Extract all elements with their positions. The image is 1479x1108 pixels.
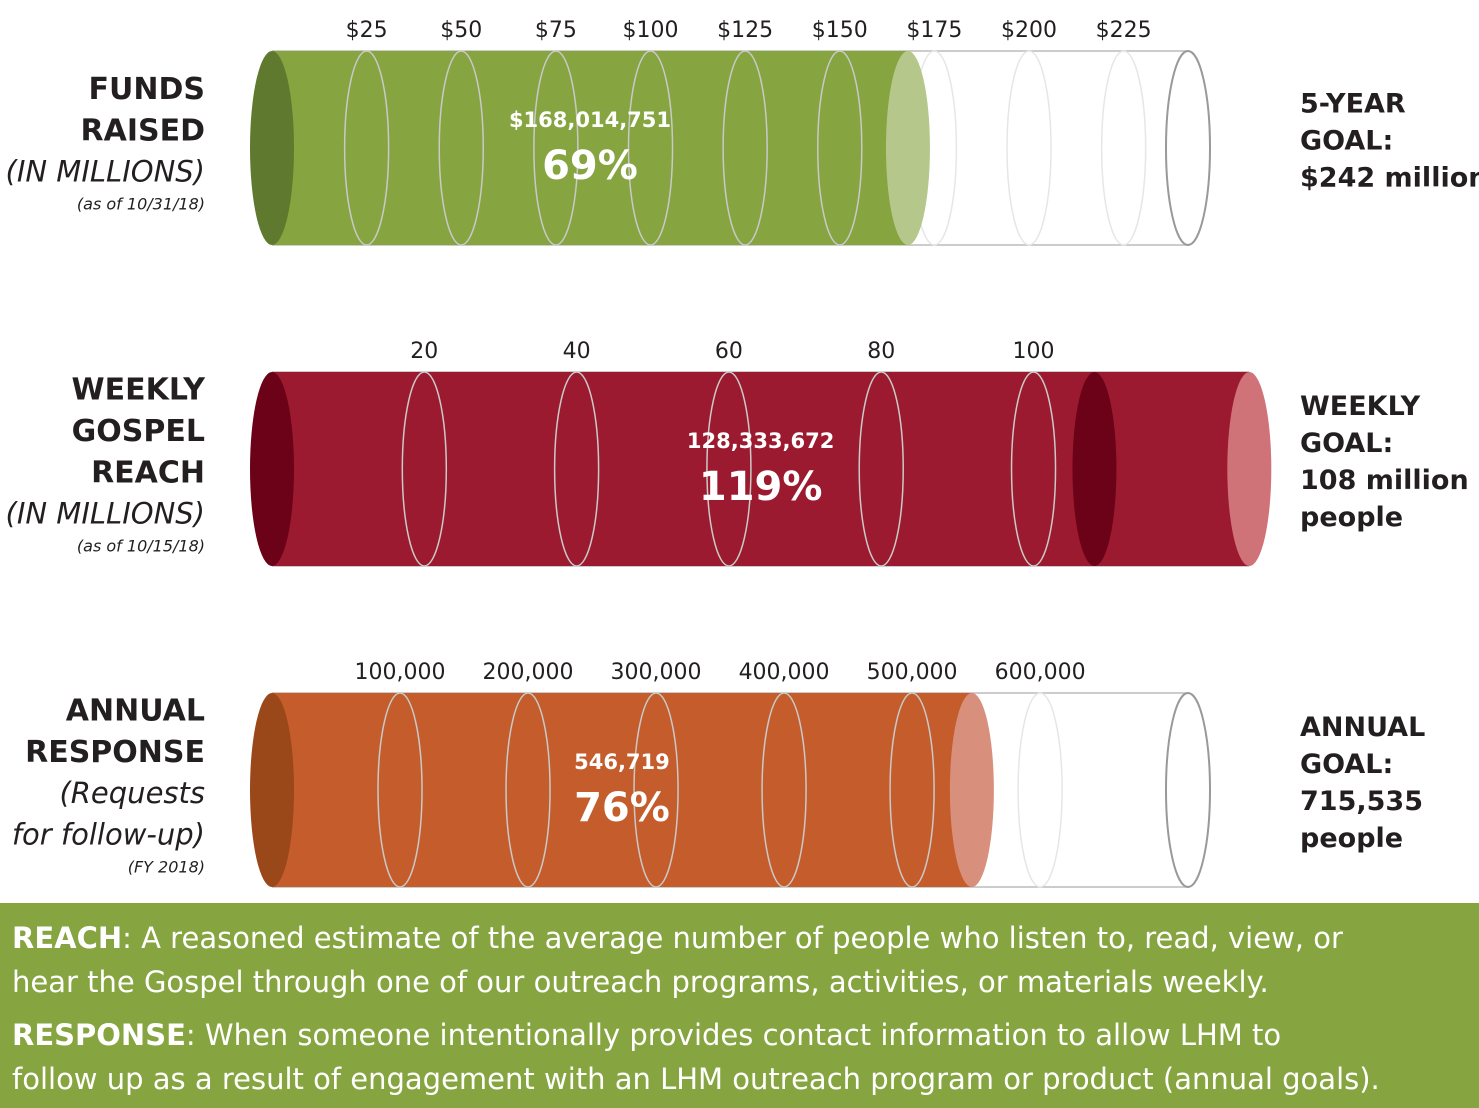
percent-label: 69% [542,143,638,189]
tick-ring [633,692,679,888]
tick-label: $100 [623,18,679,43]
start-cap [250,51,294,245]
goal-ring [1165,692,1211,888]
row-subtitle: (IN MILLIONS) [6,496,205,530]
tick-label: $225 [1096,18,1152,43]
tick-ring [889,692,935,888]
goal-text: GOAL: [1300,428,1393,459]
definition-text: : When someone intentionally provides co… [186,1018,1281,1052]
definition-term: RESPONSE [12,1018,186,1052]
goal-ring [1165,50,1211,246]
row-title: RAISED [81,114,205,149]
tick-ring [553,371,600,567]
row-title: ANNUAL [66,693,205,728]
row-note: (FY 2018) [128,857,205,876]
tick-ring [438,50,485,246]
tick-ring [1006,50,1052,246]
value-cap [949,693,994,887]
row-title: RESPONSE [25,735,205,770]
value-label: 546,719 [574,750,670,774]
tick-ring [505,692,551,888]
tick-ring [1100,50,1147,246]
tick-label: 20 [410,339,438,364]
row-note: (as of 10/15/18) [77,536,205,555]
tick-label: 400,000 [739,660,830,685]
goal-text: 5-YEAR [1300,89,1406,120]
row-subtitle: (IN MILLIONS) [6,155,205,189]
definition-term: REACH [12,921,122,955]
goal-text: people [1300,823,1403,854]
tick-ring [706,371,752,567]
tick-ring [401,371,448,567]
row-title: GOSPEL [72,414,205,449]
goal-text: $242 million [1300,163,1479,194]
definition-text: follow up as a result of engagement with… [12,1062,1380,1096]
definition-text: hear the Gospel through one of our outre… [12,965,1269,999]
value-label: $168,014,751 [509,108,671,132]
tick-label: 80 [867,339,895,364]
row-subtitle: (Requests [59,776,205,810]
tick-ring [817,50,863,246]
goal-text: GOAL: [1300,126,1393,157]
goal-text: people [1300,502,1403,533]
tick-ring [858,371,904,567]
definition-line: follow up as a result of engagement with… [12,1062,1380,1096]
value-cap [1227,372,1272,566]
definition-text: : A reasoned estimate of the average num… [122,921,1343,955]
definition-line: hear the Gospel through one of our outre… [12,965,1269,999]
row-subtitle: for follow-up) [12,817,205,851]
value-label: 128,333,672 [687,429,834,453]
row-title: WEEKLY [72,372,207,407]
tick-label: 100 [1013,339,1055,364]
tick-label: $50 [440,18,482,43]
percent-label: 76% [574,785,670,831]
tick-ring [343,50,390,246]
progress-bar [272,693,972,887]
row-note: (as of 10/31/18) [77,195,205,214]
goal-text: GOAL: [1300,749,1393,780]
start-cap [250,372,294,566]
tick-label: $175 [906,18,962,43]
progress-bar [272,51,908,245]
tick-label: $25 [346,18,388,43]
tick-label: 300,000 [611,660,702,685]
definition-line: REACH: A reasoned estimate of the averag… [12,921,1343,955]
goal-text: WEEKLY [1300,391,1421,422]
tick-ring [377,692,423,888]
tick-ring [1010,371,1057,567]
tick-label: 200,000 [483,660,574,685]
goal-text: 108 million [1300,465,1469,496]
tick-label: 60 [715,339,743,364]
tick-label: $75 [535,18,577,43]
goal-text: 715,535 [1300,786,1423,817]
tick-ring [533,50,579,246]
row-title: FUNDS [89,72,205,107]
tick-label: 600,000 [995,660,1086,685]
tick-label: 100,000 [355,660,446,685]
tick-label: $150 [812,18,868,43]
definitions-panel [0,903,1479,1108]
tick-ring [722,50,768,246]
row-title: REACH [91,455,205,490]
start-cap [250,693,294,887]
value-cap [885,51,930,245]
tick-ring [1017,692,1063,888]
tick-label: $200 [1001,18,1057,43]
percent-label: 119% [699,464,823,510]
definition-line: RESPONSE: When someone intentionally pro… [12,1018,1281,1052]
tick-label: $125 [717,18,773,43]
goal-text: ANNUAL [1300,712,1425,743]
tick-label: 40 [563,339,591,364]
tick-ring [761,692,807,888]
goal-ring [1072,372,1117,566]
tick-ring [627,50,674,246]
tick-label: 500,000 [867,660,958,685]
